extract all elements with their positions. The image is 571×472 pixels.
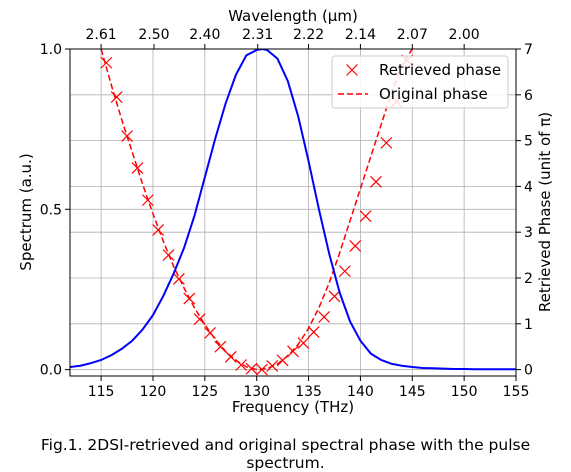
y-right-tick-label: 7 bbox=[524, 42, 533, 58]
y-left-tick-label: 1.0 bbox=[40, 42, 62, 58]
retrieved-phase-point bbox=[152, 223, 165, 236]
retrieved-phase-point bbox=[172, 272, 185, 285]
retrieved-phase-point bbox=[297, 337, 310, 349]
legend-label: Original phase bbox=[379, 85, 488, 103]
retrieved-phase-point bbox=[380, 136, 393, 149]
original-phase-line bbox=[100, 49, 413, 371]
y-right-tick-label: 2 bbox=[524, 271, 533, 287]
x-tick-label: 115 bbox=[88, 384, 115, 400]
x-tick-label: 135 bbox=[295, 384, 322, 400]
top-tick-label: 2.50 bbox=[138, 27, 169, 43]
retrieved-phase-point bbox=[110, 91, 123, 104]
retrieved-phase-point bbox=[318, 310, 331, 323]
retrieved-phase-point bbox=[328, 290, 341, 303]
right-axis-label: Retrieved Phase (unit of π) bbox=[536, 112, 554, 312]
top-tick-label: 2.31 bbox=[242, 27, 273, 43]
series-layer bbox=[70, 49, 516, 376]
spectrum-line bbox=[70, 49, 516, 371]
retrieved-phase-point bbox=[359, 210, 372, 223]
top-tick-label: 2.14 bbox=[345, 27, 376, 43]
y-right-tick-label: 0 bbox=[524, 363, 533, 379]
x-tick-label: 140 bbox=[347, 384, 374, 400]
retrieved-phase-point bbox=[131, 162, 144, 175]
top-tick-label: 2.40 bbox=[189, 27, 220, 43]
top-tick-label: 2.61 bbox=[86, 27, 117, 43]
retrieved-phase-point bbox=[287, 345, 299, 358]
left-axis-label: Spectrum (a.u.) bbox=[17, 153, 35, 270]
y-right-tick-label: 4 bbox=[524, 179, 533, 195]
x-tick-label: 145 bbox=[399, 384, 426, 400]
retrieved-phase-point bbox=[370, 175, 382, 188]
retrieved-phase-point bbox=[307, 326, 320, 338]
retrieved-phase-point bbox=[349, 240, 362, 252]
legend-label: Retrieved phase bbox=[379, 61, 501, 79]
axis-labels: Frequency (THz) Wavelength (μm) Spectrum… bbox=[17, 7, 554, 416]
x-tick-label: 120 bbox=[140, 384, 167, 400]
legend-marker-retrieved bbox=[346, 64, 358, 76]
figure-caption: Fig.1. 2DSI-retrieved and original spect… bbox=[40, 436, 531, 472]
retrieved-phase-point bbox=[338, 265, 351, 278]
plot-frame bbox=[69, 48, 517, 377]
y-right-tick-label: 5 bbox=[524, 134, 533, 150]
y-right-tick-label: 1 bbox=[524, 317, 533, 333]
top-tick-label: 2.00 bbox=[449, 27, 480, 43]
x-tick-label: 150 bbox=[451, 384, 478, 400]
retrieved-phase-point bbox=[100, 56, 113, 69]
y-left-tick-label: 0.5 bbox=[40, 202, 62, 218]
x-tick-label: 130 bbox=[243, 384, 270, 400]
top-tick-label: 2.22 bbox=[293, 27, 324, 43]
legend: Retrieved phase Original phase bbox=[331, 55, 509, 109]
x-tick-label: 125 bbox=[191, 384, 218, 400]
top-axis-label: Wavelength (μm) bbox=[228, 7, 358, 25]
y-right-tick-label: 6 bbox=[524, 88, 533, 104]
y-right-tick-label: 3 bbox=[524, 225, 533, 241]
x-tick-label: 155 bbox=[503, 384, 530, 400]
y-left-tick-label: 0.0 bbox=[40, 363, 62, 379]
x-axis-label: Frequency (THz) bbox=[232, 398, 354, 416]
legend-box bbox=[331, 55, 509, 109]
top-tick-label: 2.07 bbox=[397, 27, 428, 43]
